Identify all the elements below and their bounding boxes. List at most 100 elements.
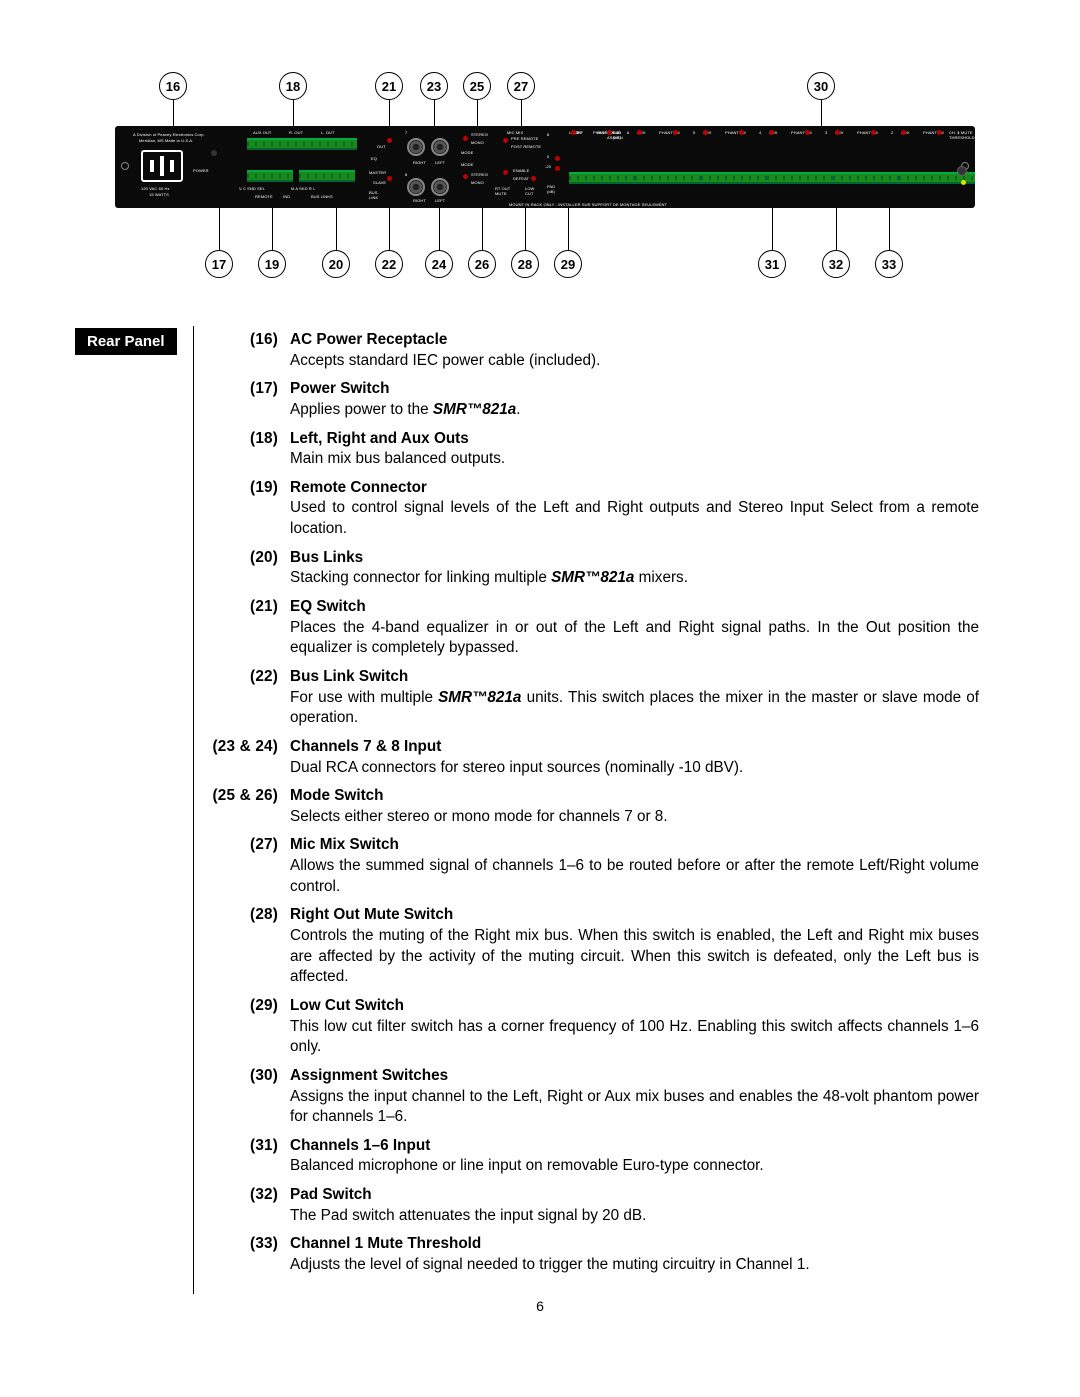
feature-number: (17) <box>210 379 290 420</box>
callout-24: 24 <box>425 250 453 278</box>
callout-26: 26 <box>468 250 496 278</box>
feature-title: Mode Switch <box>290 787 383 804</box>
feature-body: Assignment Switches Assigns the input cha… <box>290 1066 979 1128</box>
feature-number: (16) <box>210 330 290 371</box>
feature-body: Left, Right and Aux Outs Main mix bus bal… <box>290 429 979 470</box>
rear-panel-diagram: 16 18 21 23 25 27 30 A Division of Peave… <box>75 40 1005 310</box>
section-label: Rear Panel <box>75 328 177 355</box>
feature-item: (25 & 26)Mode SwitchSelects either stere… <box>210 786 979 827</box>
feature-body: Power Switch Applies power to the SMR™821… <box>290 379 979 420</box>
feature-item: (28)Right Out Mute Switch Controls the mu… <box>210 905 979 988</box>
feature-title: Assignment Switches <box>290 1067 448 1084</box>
feature-item: (22)Bus Link SwitchFor use with multiple… <box>210 667 979 729</box>
feature-number: (28) <box>210 905 290 988</box>
feature-desc: For use with multiple SMR™821a units. Th… <box>290 689 979 727</box>
feature-item: (19)Remote Connector Used to control sign… <box>210 478 979 540</box>
rca-jack <box>431 178 449 196</box>
feature-title: Bus Links <box>290 549 363 566</box>
remote-terminal <box>247 170 293 182</box>
feature-desc: Places the 4-band equalizer in or out of… <box>290 619 979 657</box>
feature-list: (16)AC Power Receptacle Accepts standard … <box>210 330 1005 1294</box>
callout-17: 17 <box>205 250 233 278</box>
feature-title: Channel 1 Mute Threshold <box>290 1235 481 1252</box>
callout-33: 33 <box>875 250 903 278</box>
feature-title: Remote Connector <box>290 479 427 496</box>
mute-threshold-trim <box>957 166 967 176</box>
feature-number: (23 & 24) <box>210 737 290 778</box>
divider <box>193 326 195 1294</box>
feature-title: Right Out Mute Switch <box>290 906 453 923</box>
feature-title: EQ Switch <box>290 598 366 615</box>
callout-20: 20 <box>322 250 350 278</box>
feature-body: AC Power Receptacle Accepts standard IEC … <box>290 330 979 371</box>
feature-item: (27)Mic Mix Switch Allows the summed sign… <box>210 835 979 897</box>
feature-number: (20) <box>210 548 290 589</box>
callout-30: 30 <box>807 72 835 100</box>
feature-desc: Controls the muting of the Right mix bus… <box>290 927 979 985</box>
feature-body: Bus Link SwitchFor use with multiple SMR… <box>290 667 979 729</box>
bus-link-terminal <box>299 170 355 182</box>
feature-title: Power Switch <box>290 380 389 397</box>
feature-desc: Applies power to the SMR™821a. <box>290 401 520 418</box>
rca-jack <box>407 178 425 196</box>
feature-number: (32) <box>210 1185 290 1226</box>
feature-item: (32)Pad SwitchThe Pad switch attenuates … <box>210 1185 979 1226</box>
callout-19: 19 <box>258 250 286 278</box>
feature-item: (17)Power Switch Applies power to the SMR… <box>210 379 979 420</box>
callout-29: 29 <box>554 250 582 278</box>
iec-power-receptacle <box>141 150 183 182</box>
callout-27: 27 <box>507 72 535 100</box>
feature-item: (20)Bus Links Stacking connector for link… <box>210 548 979 589</box>
feature-desc: Assigns the input channel to the Left, R… <box>290 1088 979 1126</box>
feature-body: Mode SwitchSelects either stereo or mono… <box>290 786 979 827</box>
feature-number: (22) <box>210 667 290 729</box>
feature-body: Mic Mix Switch Allows the summed signal o… <box>290 835 979 897</box>
device-rear-panel: A Division of Peavey Electronics Corp. M… <box>115 126 975 208</box>
feature-number: (33) <box>210 1234 290 1275</box>
feature-body: Right Out Mute Switch Controls the muting… <box>290 905 979 988</box>
feature-item: (30)Assignment Switches Assigns the input… <box>210 1066 979 1128</box>
feature-title: Channels 7 & 8 Input <box>290 738 441 755</box>
feature-title: AC Power Receptacle <box>290 331 447 348</box>
feature-desc: Dual RCA connectors for stereo input sou… <box>290 759 743 776</box>
callout-16: 16 <box>159 72 187 100</box>
output-terminal <box>247 138 357 150</box>
feature-body: Low Cut Switch This low cut filter switch… <box>290 996 979 1058</box>
feature-number: (19) <box>210 478 290 540</box>
feature-item: (33)Channel 1 Mute Threshold Adjusts the … <box>210 1234 979 1275</box>
feature-title: Left, Right and Aux Outs <box>290 430 469 447</box>
feature-desc: The Pad switch attenuates the input sign… <box>290 1207 646 1224</box>
feature-number: (27) <box>210 835 290 897</box>
feature-number: (18) <box>210 429 290 470</box>
feature-body: Channels 1–6 InputBalanced microphone or… <box>290 1136 979 1177</box>
callout-18: 18 <box>279 72 307 100</box>
power-switch-hole <box>211 150 217 156</box>
feature-desc: Allows the summed signal of channels 1–6… <box>290 857 979 895</box>
feature-title: Low Cut Switch <box>290 997 404 1014</box>
callout-23: 23 <box>420 72 448 100</box>
feature-item: (23 & 24)Channels 7 & 8 Input Dual RCA co… <box>210 737 979 778</box>
page-number: 6 <box>75 1298 1005 1314</box>
rca-jack <box>431 138 449 156</box>
feature-desc: Adjusts the level of signal needed to tr… <box>290 1256 810 1273</box>
feature-body: EQ Switch Places the 4-band equalizer in … <box>290 597 979 659</box>
feature-desc: Stacking connector for linking multiple … <box>290 569 688 586</box>
rca-jack <box>407 138 425 156</box>
feature-title: Mic Mix Switch <box>290 836 399 853</box>
callout-31: 31 <box>758 250 786 278</box>
feature-number: (25 & 26) <box>210 786 290 827</box>
callout-21: 21 <box>375 72 403 100</box>
feature-desc: Main mix bus balanced outputs. <box>290 450 505 467</box>
feature-desc: This low cut filter switch has a corner … <box>290 1018 979 1056</box>
feature-item: (16)AC Power Receptacle Accepts standard … <box>210 330 979 371</box>
screw-icon <box>121 162 129 170</box>
feature-number: (29) <box>210 996 290 1058</box>
feature-desc: Accepts standard IEC power cable (includ… <box>290 352 600 369</box>
feature-item: (31)Channels 1–6 InputBalanced microphon… <box>210 1136 979 1177</box>
feature-number: (30) <box>210 1066 290 1128</box>
feature-body: Channel 1 Mute Threshold Adjusts the leve… <box>290 1234 979 1275</box>
feature-body: Bus Links Stacking connector for linking … <box>290 548 979 589</box>
feature-desc: Used to control signal levels of the Lef… <box>290 499 979 537</box>
callout-25: 25 <box>463 72 491 100</box>
feature-body: Remote Connector Used to control signal l… <box>290 478 979 540</box>
